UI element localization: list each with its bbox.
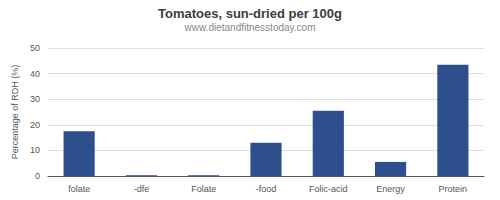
svg-text:Percentage of RDH (%): Percentage of RDH (%): [10, 65, 20, 160]
svg-text:10: 10: [30, 145, 40, 155]
svg-text:Folate: Folate: [191, 184, 216, 194]
svg-text:30: 30: [30, 94, 40, 104]
svg-text:0: 0: [35, 171, 40, 181]
svg-text:Folic-acid: Folic-acid: [309, 184, 348, 194]
svg-text:Protein: Protein: [439, 184, 468, 194]
svg-text:Tomatoes, sun-dried per 100g: Tomatoes, sun-dried per 100g: [158, 6, 342, 21]
svg-text:folate: folate: [68, 184, 90, 194]
svg-text:40: 40: [30, 69, 40, 79]
svg-text:50: 50: [30, 43, 40, 53]
svg-text:-food: -food: [256, 184, 277, 194]
svg-text:-dfe: -dfe: [134, 184, 150, 194]
svg-text:www.dietandfitnesstoday.com: www.dietandfitnesstoday.com: [184, 22, 316, 33]
svg-text:20: 20: [30, 120, 40, 130]
svg-text:Energy: Energy: [376, 184, 405, 194]
